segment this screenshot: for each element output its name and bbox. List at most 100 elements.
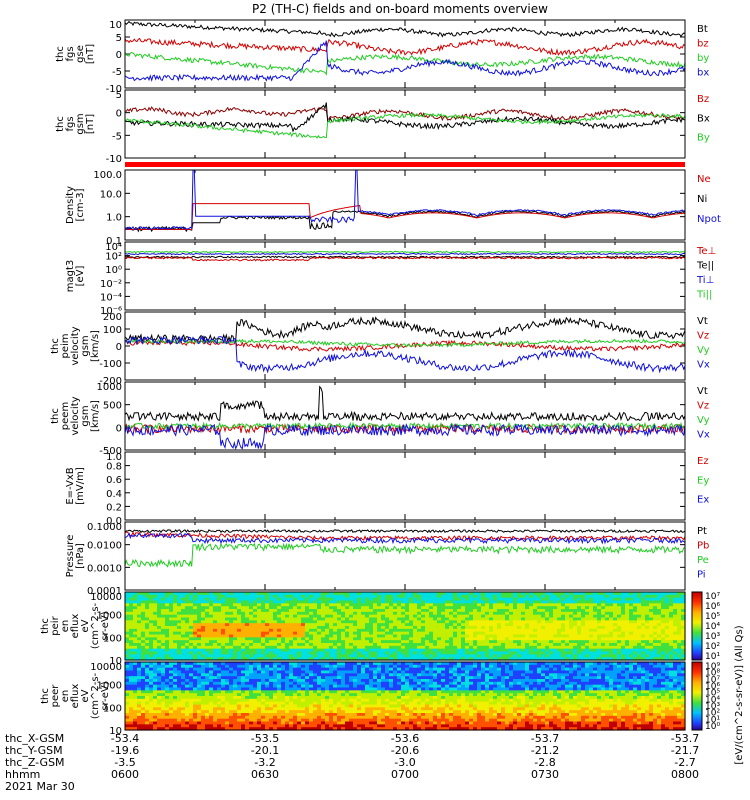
spectro-cell: [213, 606, 218, 610]
spectro-cell: [209, 727, 214, 731]
spectro-cell: [165, 657, 170, 661]
spectro-cell: [457, 597, 462, 602]
spectro-cell: [373, 628, 378, 633]
spectro-cell: [153, 715, 158, 720]
spectro-cell: [149, 643, 154, 647]
spectro-cell: [197, 592, 202, 596]
spectro-cell: [281, 662, 286, 666]
spectro-cell: [145, 594, 150, 599]
spectro-cell: [477, 620, 482, 624]
spectro-cell: [189, 617, 194, 621]
spectro-cell: [221, 684, 226, 689]
spectro-cell: [181, 657, 186, 661]
spectro-cell: [245, 681, 250, 686]
y-tick-label: -5: [112, 131, 122, 142]
spectro-cell: [221, 710, 226, 714]
spectro-cell: [329, 628, 334, 633]
spectro-cell: [297, 645, 302, 650]
spectro-cell: [589, 645, 594, 650]
spectro-cell: [285, 690, 290, 694]
spectro-cell: [269, 654, 274, 658]
spectro-cell: [653, 606, 658, 610]
spectro-cell: [653, 631, 658, 636]
spectro-cell: [161, 667, 166, 672]
spectro-cell: [129, 657, 134, 661]
spectro-cell: [165, 676, 170, 680]
spectro-cell: [341, 637, 346, 641]
spectro-cell: [137, 594, 142, 599]
spectro-cell: [365, 637, 370, 641]
spectro-cell: [137, 696, 142, 700]
spectro-cell: [553, 614, 558, 619]
spectro-cell: [669, 594, 674, 599]
spectro-cell: [609, 626, 614, 630]
spectro-cell: [577, 617, 582, 621]
spectro-cell: [313, 687, 318, 691]
spectro-cell: [137, 606, 142, 610]
spectro-cell: [461, 617, 466, 621]
spectro-cell: [561, 623, 566, 627]
spectro-cell: [669, 657, 674, 661]
spectro-cell: [541, 643, 546, 647]
spectro-cell: [221, 704, 226, 708]
spectro-cell: [305, 626, 310, 630]
spectro-cell: [161, 614, 166, 619]
spectro-cell: [565, 631, 570, 636]
spectro-cell: [377, 614, 382, 619]
spectro-cell: [173, 676, 178, 680]
spectro-cell: [181, 710, 186, 714]
spectro-cell: [301, 623, 306, 627]
spectro-cell: [437, 597, 442, 602]
spectro-cell: [365, 592, 370, 596]
spectro-cell: [637, 609, 642, 613]
spectro-cell: [321, 614, 326, 619]
spectro-cell: [285, 715, 290, 720]
spectro-cell: [129, 718, 134, 723]
spectro-cell: [193, 701, 198, 706]
spectro-cell: [465, 651, 470, 655]
spectro-cell: [301, 645, 306, 650]
spectro-cell: [305, 617, 310, 621]
spectro-cell: [681, 648, 686, 653]
spectro-cell: [521, 626, 526, 630]
spectro-cell: [125, 696, 130, 700]
spectro-cell: [453, 640, 458, 644]
spectro-cell: [269, 664, 274, 669]
spectro-cell: [145, 597, 150, 602]
spectro-cell: [361, 614, 366, 619]
spectro-cell: [301, 667, 306, 672]
spectro-cell: [317, 631, 322, 636]
series-te-perp: [124, 256, 686, 262]
spectro-cell: [225, 701, 230, 706]
spectro-cell: [293, 704, 298, 708]
spectro-cell: [177, 620, 182, 624]
spectro-cell: [297, 634, 302, 638]
spectro-cell: [177, 690, 182, 694]
spectro-cell: [253, 727, 258, 731]
spectro-cell: [541, 637, 546, 641]
spectro-cell: [189, 721, 194, 725]
spectro-cell: [193, 667, 198, 672]
spectro-cell: [193, 704, 198, 708]
spectro-cell: [221, 715, 226, 720]
spectro-cell: [649, 620, 654, 624]
spectro-cell: [265, 600, 270, 604]
spectro-cell: [653, 600, 658, 604]
spectro-cell: [241, 681, 246, 686]
spectro-cell: [341, 628, 346, 633]
spectro-cell: [421, 643, 426, 647]
spectro-cell: [377, 643, 382, 647]
spectro-cell: [537, 592, 542, 596]
spectro-cell: [261, 681, 266, 686]
spectro-cell: [461, 640, 466, 644]
spectro-cell: [309, 676, 314, 680]
spectro-cell: [489, 631, 494, 636]
spectro-cell: [221, 606, 226, 610]
spectro-cell: [217, 710, 222, 714]
spectro-cell: [265, 696, 270, 700]
spectro-cell: [201, 687, 206, 691]
spectro-cell: [177, 600, 182, 604]
spectro-cell: [249, 684, 254, 689]
spectro-cell: [573, 623, 578, 627]
spectro-cell: [617, 648, 622, 653]
